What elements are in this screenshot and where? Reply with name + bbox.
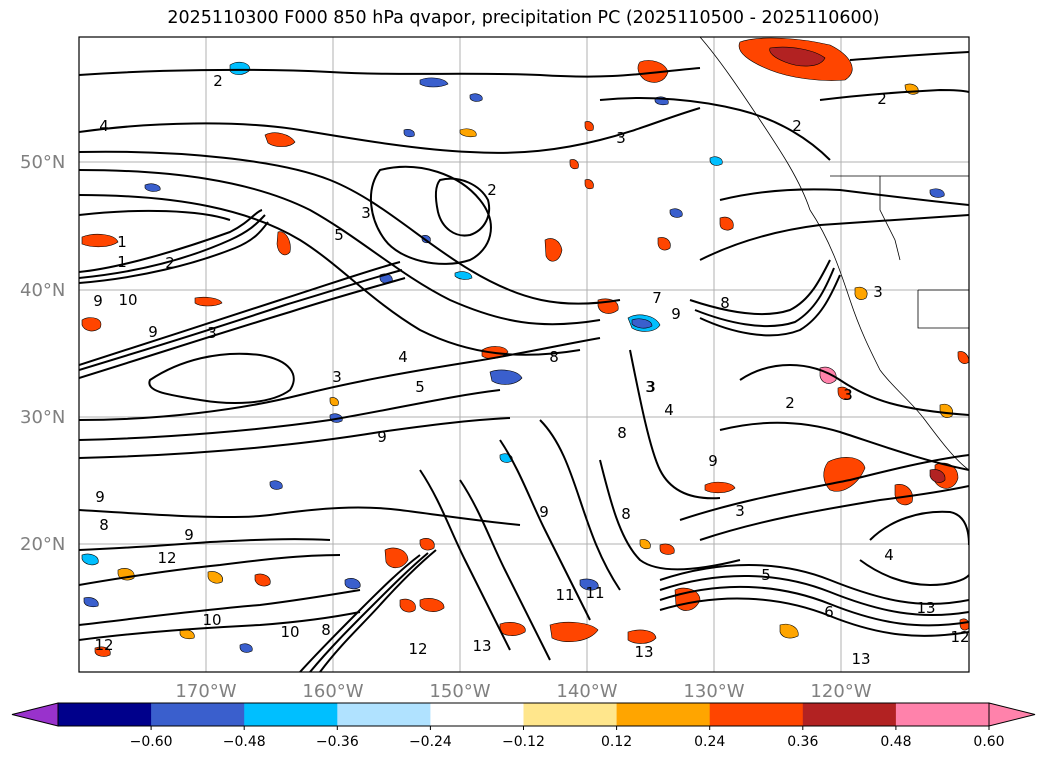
coastlines bbox=[699, 37, 969, 471]
colorbar-tick-label: 0.60 bbox=[973, 734, 1004, 750]
lon-label-140w: 140°W bbox=[556, 681, 617, 702]
contour-label: 9 bbox=[93, 292, 103, 310]
colorbar-tick-label: 0.12 bbox=[601, 734, 632, 750]
contour-label: 8 bbox=[621, 505, 631, 523]
colorbar-extend-max bbox=[988, 702, 1036, 727]
contour-label: 8 bbox=[617, 424, 627, 442]
lon-label-150w: 150°W bbox=[429, 681, 490, 702]
lon-label-170w: 170°W bbox=[175, 681, 236, 702]
contour-label: 9 bbox=[671, 305, 681, 323]
colorbar-segment bbox=[523, 703, 618, 726]
contour-label: 3 bbox=[616, 129, 626, 147]
contour-label: 2 bbox=[877, 90, 887, 108]
contour-label: 7 bbox=[652, 289, 662, 307]
contour-label: 3 bbox=[361, 204, 371, 222]
contour-label: 3 bbox=[645, 378, 655, 396]
colorbar-segment bbox=[895, 703, 990, 726]
contour-label: 8 bbox=[99, 516, 109, 534]
contour-label: 10 bbox=[280, 623, 299, 641]
contour-label: 13 bbox=[634, 643, 653, 661]
contour-label: 12 bbox=[408, 640, 427, 658]
contour-label: 9 bbox=[539, 503, 549, 521]
colorbar-tick-label: −0.60 bbox=[130, 734, 173, 750]
contour-label: 1 bbox=[117, 233, 127, 251]
contour-label: 8 bbox=[321, 621, 331, 639]
colorbar-tick-label: 0.36 bbox=[787, 734, 818, 750]
colorbar-tick-label: 0.48 bbox=[880, 734, 911, 750]
contour-label: 2 bbox=[165, 254, 175, 272]
contour-label: 13 bbox=[851, 650, 870, 668]
lon-label-160w: 160°W bbox=[302, 681, 363, 702]
contour-label: 3 bbox=[332, 368, 342, 386]
contour-label: 11 bbox=[555, 586, 574, 604]
contour-label: 9 bbox=[148, 323, 158, 341]
contour-label: 11 bbox=[585, 584, 604, 602]
contour-label: 2 bbox=[792, 117, 802, 135]
contour-label: 5 bbox=[761, 566, 771, 584]
contour-label: 12 bbox=[94, 636, 113, 654]
contour-label: 8 bbox=[720, 294, 730, 312]
colorbar-segment bbox=[337, 703, 431, 726]
contour-label: 9 bbox=[708, 452, 718, 470]
contour-label: 4 bbox=[884, 546, 894, 564]
colorbar-segment bbox=[709, 703, 804, 726]
colorbar-ticks: −0.60 −0.48 −0.36 −0.24 −0.12 0.12 0.24 0.36 0.4… bbox=[130, 726, 1005, 750]
colorbar-tick-label: −0.48 bbox=[223, 734, 266, 750]
contour-label: 13 bbox=[916, 599, 935, 617]
contour-label: 2 bbox=[213, 72, 223, 90]
lat-label-40n: 40°N bbox=[20, 280, 65, 301]
map-frame bbox=[78, 36, 970, 673]
contour-label: 4 bbox=[664, 401, 674, 419]
colorbar-tick-label: −0.12 bbox=[502, 734, 545, 750]
contour-label: 3 bbox=[646, 378, 656, 396]
contour-label: 3 bbox=[873, 283, 883, 301]
contour-label: 10 bbox=[118, 291, 137, 309]
contour-label: 8 bbox=[549, 348, 559, 366]
lon-label-120w: 120°W bbox=[810, 681, 871, 702]
colorbar-segment bbox=[616, 703, 711, 726]
contour-label: 3 bbox=[735, 502, 745, 520]
contour-label: 10 bbox=[202, 611, 221, 629]
colorbar-tick-label: 0.24 bbox=[694, 734, 725, 750]
lat-label-50n: 50°N bbox=[20, 152, 65, 173]
contour-label: 2 bbox=[487, 181, 497, 199]
vapor-contours bbox=[79, 51, 969, 672]
contour-label: 12 bbox=[950, 628, 969, 646]
colorbar-segment bbox=[58, 703, 152, 726]
contour-label: 9 bbox=[184, 526, 194, 544]
colorbar-tick-label: −0.36 bbox=[316, 734, 359, 750]
lon-label-130w: 130°W bbox=[683, 681, 744, 702]
colorbar bbox=[11, 702, 1036, 727]
colorbar-extend-min bbox=[11, 702, 59, 727]
contour-label: 9 bbox=[377, 428, 387, 446]
contour-label: 3 bbox=[207, 324, 217, 342]
contour-label: 5 bbox=[334, 226, 344, 244]
colorbar-segment bbox=[151, 703, 245, 726]
colorbar-segment bbox=[244, 703, 338, 726]
contour-label: 9 bbox=[95, 488, 105, 506]
lat-label-20n: 20°N bbox=[20, 534, 65, 555]
contour-label: 4 bbox=[398, 348, 408, 366]
contour-label: 1 bbox=[117, 253, 127, 271]
contour-label: 2 bbox=[785, 394, 795, 412]
lat-label-30n: 30°N bbox=[20, 407, 65, 428]
contour-label: 13 bbox=[472, 637, 491, 655]
contour-label: 4 bbox=[99, 117, 109, 135]
contour-label: 12 bbox=[157, 549, 176, 567]
contour-label: 3 bbox=[843, 386, 853, 404]
contour-label: 6 bbox=[824, 603, 834, 621]
colorbar-segment bbox=[430, 703, 524, 726]
map-title: 2025110300 F000 850 hPa qvapor, precipit… bbox=[167, 8, 880, 28]
colorbar-tick-label: −0.24 bbox=[409, 734, 452, 750]
colorbar-segment bbox=[802, 703, 897, 726]
contour-label: 5 bbox=[415, 378, 425, 396]
